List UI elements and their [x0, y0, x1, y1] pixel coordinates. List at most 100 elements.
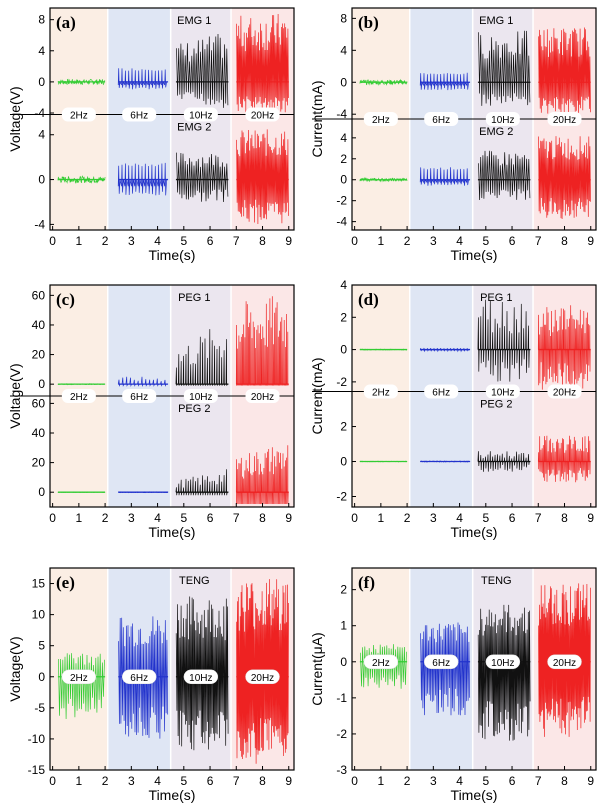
x-tick-label: 8 [259, 774, 266, 788]
x-tick-label: 2 [102, 234, 109, 248]
y-tick-label: -10 [28, 732, 46, 746]
subplot-2: -4 0 4 EMG 2 [34, 122, 289, 231]
y-tick-label: 60 [32, 396, 46, 410]
x-tick-label: 0 [49, 234, 56, 248]
y-tick-label: 0 [38, 75, 45, 89]
y-axis-label: Voltage(V) [7, 636, 23, 701]
signal-trace [359, 78, 408, 86]
x-tick-label: 1 [76, 234, 83, 248]
band-label-bg [61, 107, 96, 122]
x-tick-label: 8 [561, 234, 568, 248]
signal-trace [538, 583, 591, 737]
x-tick-label: 7 [535, 234, 542, 248]
y-axis-label: Current(mA) [309, 80, 325, 157]
y-tick-label: 20 [32, 456, 46, 470]
y-tick-label: 4 [340, 43, 347, 57]
x-tick-label: 9 [285, 234, 292, 248]
band-label-bg [183, 669, 219, 685]
band-label: 20Hz [553, 658, 576, 669]
band-label-bg [245, 669, 280, 685]
y-tick-label: 60 [32, 288, 46, 302]
subplot-1: -4 0 4 8 EMG 1 [34, 13, 289, 120]
x-tick-label: 3 [430, 511, 437, 525]
subplot-title: PEG 2 [480, 399, 512, 411]
x-tick-label: 8 [561, 774, 568, 788]
y-tick-label: 0 [38, 485, 45, 499]
x-tick-label: 3 [128, 234, 135, 248]
x-tick-label: 6 [509, 511, 516, 525]
subplot-2: -2 0 2 PEG 2 [336, 399, 591, 504]
y-tick-label: 4 [38, 128, 45, 142]
x-axis-label: Time(s) [149, 247, 196, 263]
y-tick-label: 0 [340, 343, 347, 357]
signal-trace [478, 30, 531, 106]
y-tick-label: 4 [38, 44, 45, 58]
x-axis-label: Time(s) [451, 247, 498, 263]
x-tick-label: 7 [233, 774, 240, 788]
signal-trace [236, 13, 289, 113]
subplot-2: -4 -2 0 2 4 EMG 2 [336, 126, 591, 229]
band-label-bg [363, 384, 398, 399]
x-tick-label: 0 [49, 511, 56, 525]
y-tick-label: 1 [340, 619, 347, 633]
x-tick-label: 1 [76, 774, 83, 788]
band-label: 20Hz [251, 392, 274, 403]
y-tick-label: -2 [336, 727, 347, 741]
subplot-title: EMG 2 [177, 122, 211, 134]
x-tick-label: 9 [587, 511, 594, 525]
band-label: 10Hz [189, 392, 212, 403]
x-tick-label: 8 [561, 511, 568, 525]
x-tick-label: 9 [587, 774, 594, 788]
x-tick-label: 2 [404, 774, 411, 788]
band-label: 20Hz [251, 673, 274, 684]
band-label: 6Hz [130, 673, 148, 684]
band-label: 10Hz [491, 388, 514, 399]
band-label-bg [245, 389, 280, 403]
y-tick-label: 2 [340, 420, 347, 434]
band-label: 6Hz [432, 658, 450, 669]
band-label-bg [424, 384, 459, 399]
x-tick-label: 4 [456, 511, 463, 525]
x-tick-label: 2 [404, 511, 411, 525]
x-tick-label: 4 [456, 774, 463, 788]
y-tick-label: 5 [38, 639, 45, 653]
subplot-title: PEG 1 [480, 292, 512, 304]
band-label-bg [363, 654, 399, 670]
y-tick-label: 4 [340, 131, 347, 145]
y-tick-label: 8 [340, 11, 347, 25]
band-label-bg [424, 112, 459, 126]
y-tick-label: -1 [336, 691, 347, 705]
plot-frame [49, 7, 295, 231]
y-tick-label: 2 [340, 310, 347, 324]
panel-label: (d) [358, 290, 379, 309]
x-axis-label: Time(s) [149, 524, 196, 540]
x-tick-label: 7 [233, 234, 240, 248]
band-label-bg [183, 389, 218, 403]
x-tick-label: 8 [259, 511, 266, 525]
band-label-bg [245, 107, 280, 122]
x-tick-label: 5 [180, 774, 187, 788]
signal-trace [176, 33, 229, 108]
x-tick-label: 3 [128, 511, 135, 525]
subplot-title: EMG 2 [479, 126, 513, 138]
x-tick-label: 4 [456, 234, 463, 248]
panel-e: -15 -10 -5 0 5 10 15 TENG 2Hz 6Hz 10Hz 20Hz 0 1 2 3 4 5 6 7… [7, 567, 295, 803]
x-axis-label: Time(s) [451, 524, 498, 540]
x-tick-label: 4 [154, 511, 161, 525]
y-tick-label: 10 [32, 608, 46, 622]
subplot-title: PEG 1 [178, 292, 210, 304]
x-tick-label: 9 [285, 511, 292, 525]
band-label-bg [363, 112, 398, 126]
x-tick-label: 2 [404, 234, 411, 248]
x-tick-label: 1 [76, 511, 83, 525]
y-tick-label: -5 [34, 701, 45, 715]
band-label: 2Hz [372, 388, 390, 399]
y-tick-label: -15 [28, 763, 46, 777]
band-label-bg [485, 654, 521, 670]
y-tick-label: 0 [340, 173, 347, 187]
x-axis-label: Time(s) [149, 787, 196, 803]
x-tick-label: 6 [207, 774, 214, 788]
x-tick-label: 7 [233, 511, 240, 525]
plot-frame [49, 284, 295, 508]
